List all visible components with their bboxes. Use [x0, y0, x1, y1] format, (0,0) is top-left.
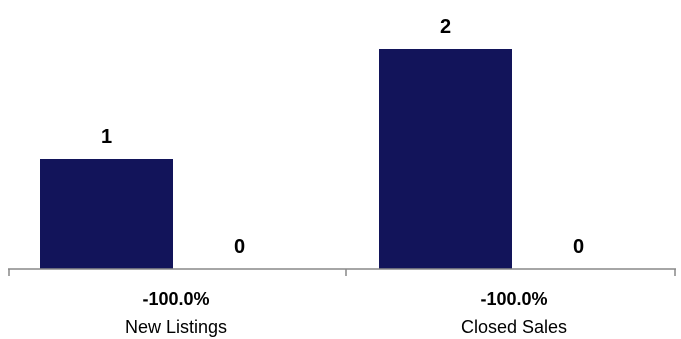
category-label-new-listings: New Listings: [125, 317, 227, 337]
bars-layer: [40, 49, 512, 269]
change-label-new-listings: -100.0%: [142, 289, 209, 309]
value-label-closed-sales-series-1: 2: [440, 16, 451, 38]
category-label-closed-sales: Closed Sales: [461, 317, 567, 337]
value-label-new-listings-series-1: 1: [101, 126, 112, 148]
change-label-closed-sales: -100.0%: [480, 289, 547, 309]
bar-closed-sales-series-1: [379, 49, 512, 269]
bar-new-listings-series-1: [40, 159, 173, 269]
value-label-new-listings-series-2: 0: [234, 236, 245, 258]
value-label-closed-sales-series-2: 0: [573, 236, 584, 258]
value-labels-layer: 1 0 2 0: [101, 16, 584, 258]
